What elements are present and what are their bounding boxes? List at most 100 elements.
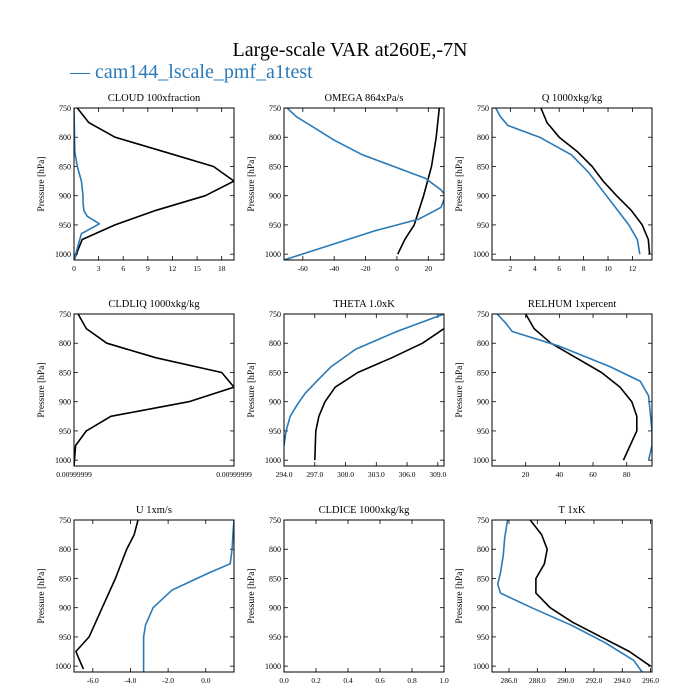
- panel-title: CLOUD 100xfraction: [108, 93, 201, 104]
- figure-title: Large-scale VAR at260E,-7N: [233, 39, 468, 61]
- series-line-1: [525, 314, 638, 461]
- x-tick-label: 20: [425, 264, 433, 273]
- y-tick-label: 900: [477, 192, 489, 201]
- series-line-2: [74, 108, 101, 260]
- y-axis-label: Pressure [hPa]: [247, 568, 257, 623]
- y-tick-label: 750: [477, 516, 489, 525]
- x-tick-label: 80: [623, 470, 631, 479]
- y-tick-label: 900: [269, 398, 281, 407]
- y-tick-label: 1000: [265, 662, 281, 671]
- y-tick-label: 850: [269, 368, 281, 377]
- legend-case-label: — cam144_lscale_pmf_a1test: [69, 61, 313, 83]
- y-tick-label: 850: [477, 368, 489, 377]
- x-tick-label: 292.0: [586, 676, 603, 685]
- y-tick-label: 750: [59, 516, 71, 525]
- chart-panel-4: CLDLIQ 1000xkg/kg Pressure [hPa] 750 800 850…: [37, 299, 252, 479]
- panel-title: CLDICE 1000xkg/kg: [319, 505, 410, 516]
- x-tick-label: 0.6: [375, 676, 385, 685]
- y-axis-label: Pressure [hPa]: [37, 568, 47, 623]
- x-tick-label: 12: [169, 264, 177, 273]
- x-tick-label: 40: [556, 470, 564, 479]
- x-tick-label: 294.0: [276, 470, 293, 479]
- x-tick-label: 0.8: [407, 676, 417, 685]
- y-tick-label: 1000: [473, 662, 489, 671]
- y-tick-label: 900: [59, 398, 71, 407]
- x-tick-label: -4.0: [125, 676, 137, 685]
- y-tick-label: 1000: [473, 456, 489, 465]
- x-tick-label: 0.00999999: [216, 470, 252, 479]
- series-line-1: [75, 520, 139, 670]
- x-tick-label: 0.00999999: [56, 470, 92, 479]
- plot-frame: [491, 519, 653, 673]
- x-tick-label: 15: [193, 264, 201, 273]
- x-tick-label: 12: [629, 264, 637, 273]
- panel-title: T 1xK: [559, 505, 586, 516]
- y-tick-label: 1000: [55, 662, 71, 671]
- y-tick-label: 900: [59, 192, 71, 201]
- y-tick-label: 1000: [55, 250, 71, 259]
- y-tick-label: 850: [477, 162, 489, 171]
- x-tick-label: 6: [121, 264, 125, 273]
- y-tick-label: 950: [269, 427, 281, 436]
- y-tick-label: 800: [269, 133, 281, 142]
- x-tick-label: -40: [329, 264, 339, 273]
- y-tick-label: 800: [477, 133, 489, 142]
- chart-panel-5: THETA 1.0xK Pressure [hPa] 750 800 850 900 950…: [247, 299, 447, 479]
- panel-title: CLDLIQ 1000xkg/kg: [108, 299, 200, 310]
- plot-frame: [283, 519, 445, 673]
- x-tick-label: 4: [533, 264, 537, 273]
- x-tick-label: 0.4: [343, 676, 353, 685]
- x-tick-label: 1.0: [439, 676, 449, 685]
- x-tick-label: 296.0: [642, 676, 659, 685]
- plot-frame: [491, 313, 653, 467]
- x-tick-label: -6.0: [87, 676, 99, 685]
- panel-title: RELHUM 1xpercent: [528, 299, 616, 310]
- y-tick-label: 900: [477, 604, 489, 613]
- series-line-1: [396, 108, 441, 255]
- y-tick-label: 850: [269, 162, 281, 171]
- x-tick-label: 306.0: [399, 470, 416, 479]
- x-tick-label: 18: [218, 264, 226, 273]
- y-tick-label: 800: [59, 339, 71, 348]
- x-tick-label: 286.0: [501, 676, 518, 685]
- y-tick-label: 750: [269, 516, 281, 525]
- y-tick-label: 950: [269, 221, 281, 230]
- y-tick-label: 1000: [473, 250, 489, 259]
- y-tick-label: 800: [269, 545, 281, 554]
- x-tick-label: 0.0: [279, 676, 289, 685]
- y-axis-label: Pressure [hPa]: [247, 362, 257, 417]
- x-tick-label: -2.0: [162, 676, 174, 685]
- y-tick-label: 950: [59, 427, 71, 436]
- y-tick-label: 1000: [265, 456, 281, 465]
- y-tick-label: 750: [269, 310, 281, 319]
- y-tick-label: 800: [269, 339, 281, 348]
- panel-title: U 1xm/s: [136, 505, 172, 516]
- chart-panel-3: Q 1000xkg/kg Pressure [hPa] 750 800 850 900 95…: [455, 93, 653, 273]
- series-line-2: [142, 520, 234, 672]
- y-tick-label: 900: [269, 604, 281, 613]
- y-tick-label: 750: [59, 310, 71, 319]
- y-axis-label: Pressure [hPa]: [455, 156, 465, 211]
- chart-panel-2: OMEGA 864xPa/s Pressure [hPa] 750 800 850 900…: [247, 93, 445, 273]
- y-tick-label: 800: [477, 545, 489, 554]
- x-tick-label: 290.0: [557, 676, 574, 685]
- y-tick-label: 850: [477, 574, 489, 583]
- x-tick-label: 0: [72, 264, 76, 273]
- x-tick-label: -20: [361, 264, 371, 273]
- y-tick-label: 900: [59, 604, 71, 613]
- series-line-1: [74, 108, 234, 260]
- x-tick-label: 9: [146, 264, 150, 273]
- series-line-1: [74, 314, 234, 466]
- y-tick-label: 900: [269, 192, 281, 201]
- series-line-1: [529, 520, 652, 667]
- y-tick-label: 850: [269, 574, 281, 583]
- x-tick-label: 3: [97, 264, 101, 273]
- y-tick-label: 850: [59, 574, 71, 583]
- x-tick-label: 0.2: [311, 676, 321, 685]
- plot-frame: [491, 107, 653, 261]
- panel-title: OMEGA 864xPa/s: [324, 93, 403, 104]
- plot-frame: [73, 519, 235, 673]
- x-tick-label: 60: [589, 470, 597, 479]
- series-line-2: [496, 314, 652, 461]
- series-line-2: [284, 108, 444, 260]
